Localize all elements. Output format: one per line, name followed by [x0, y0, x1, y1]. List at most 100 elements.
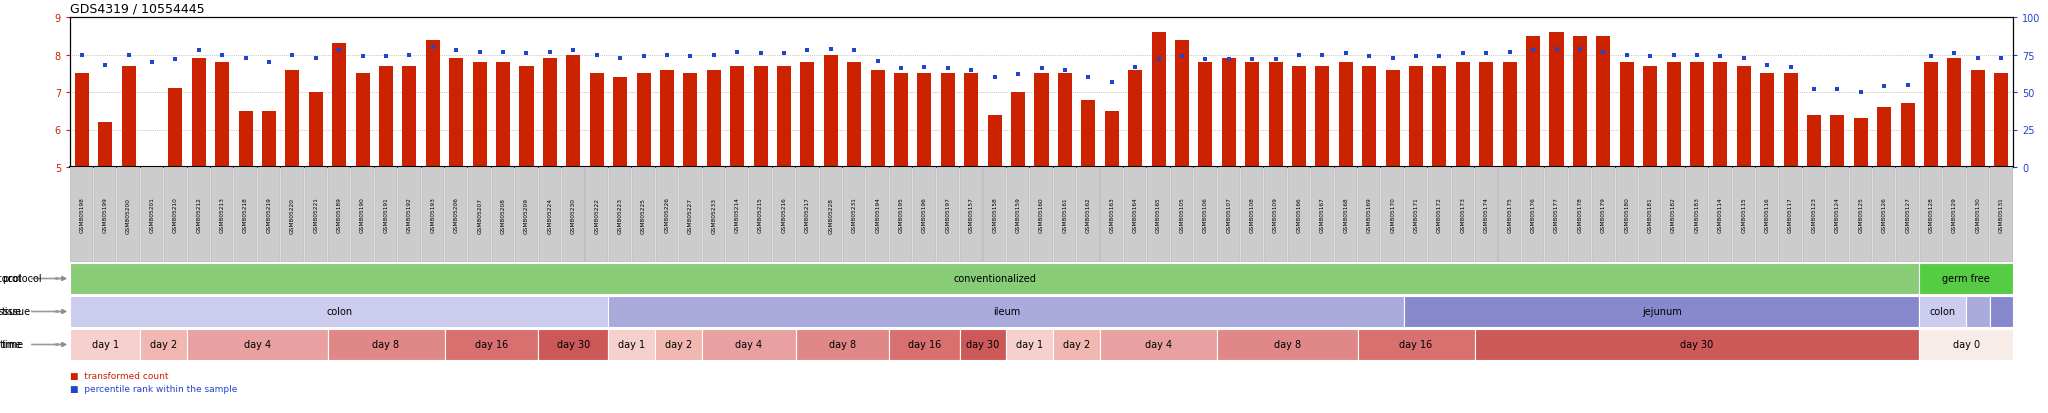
Bar	[309, 93, 324, 168]
Bar	[940, 74, 954, 168]
Bar	[1923, 63, 1937, 168]
Bar	[936, 168, 958, 262]
Point	[1096, 79, 1128, 85]
Bar	[98, 123, 113, 168]
Bar	[1710, 168, 1733, 262]
Bar	[520, 66, 535, 168]
Text: GSM805160: GSM805160	[1038, 197, 1044, 233]
Bar	[1219, 168, 1239, 262]
Text: GSM805106: GSM805106	[1202, 197, 1208, 233]
Point	[1634, 54, 1667, 60]
Text: GSM805177: GSM805177	[1554, 197, 1559, 233]
Bar	[188, 168, 211, 262]
Bar	[702, 168, 725, 262]
Point	[1307, 52, 1339, 59]
Bar	[539, 329, 608, 360]
Bar	[1948, 59, 1962, 168]
Point	[182, 47, 215, 54]
Bar	[186, 329, 328, 360]
Bar	[561, 168, 584, 262]
Bar	[1405, 168, 1427, 262]
Bar	[1663, 168, 1686, 262]
Bar	[1733, 168, 1755, 262]
Text: GSM805173: GSM805173	[1460, 197, 1466, 233]
Text: GSM805220: GSM805220	[291, 197, 295, 233]
Point	[1118, 64, 1151, 71]
Text: GSM805171: GSM805171	[1413, 197, 1419, 233]
Bar	[1919, 329, 2013, 360]
Bar	[1405, 296, 1919, 327]
Text: GSM805178: GSM805178	[1577, 197, 1583, 233]
Text: GSM805169: GSM805169	[1366, 197, 1372, 233]
Bar	[328, 329, 444, 360]
Text: GSM805127: GSM805127	[1905, 197, 1911, 233]
Text: day 30: day 30	[967, 339, 999, 350]
Bar	[375, 168, 397, 262]
Bar	[305, 168, 328, 262]
Point	[1845, 90, 1878, 96]
Bar	[1991, 168, 2013, 262]
Text: GSM805197: GSM805197	[946, 197, 950, 233]
Text: GSM805225: GSM805225	[641, 197, 645, 233]
Bar	[797, 329, 889, 360]
Text: GSM805218: GSM805218	[244, 197, 248, 233]
Text: day 4: day 4	[244, 339, 270, 350]
Bar	[1151, 33, 1165, 168]
Text: GSM805183: GSM805183	[1694, 197, 1700, 233]
Point	[979, 74, 1012, 81]
Text: GSM805162: GSM805162	[1085, 197, 1092, 233]
Text: GSM805190: GSM805190	[360, 197, 365, 233]
Bar	[117, 168, 139, 262]
Point	[535, 49, 567, 56]
Bar	[731, 66, 743, 168]
Point	[1681, 52, 1714, 59]
Bar	[1198, 63, 1212, 168]
Bar	[74, 74, 88, 168]
Point	[510, 50, 543, 57]
Bar	[772, 168, 795, 262]
Text: GSM805207: GSM805207	[477, 197, 481, 233]
Point	[698, 52, 731, 59]
Text: GSM805191: GSM805191	[383, 197, 389, 233]
Point	[393, 52, 426, 59]
Bar	[539, 168, 561, 262]
Bar	[637, 74, 651, 168]
Text: GSM805189: GSM805189	[336, 197, 342, 233]
Text: GSM805105: GSM805105	[1180, 197, 1184, 233]
Text: day 2: day 2	[666, 339, 692, 350]
Point	[1518, 47, 1550, 54]
Point	[627, 54, 659, 60]
Bar	[586, 168, 608, 262]
Point	[932, 66, 965, 72]
Text: GSM805157: GSM805157	[969, 197, 973, 233]
Point	[1493, 49, 1526, 56]
Bar	[987, 115, 1001, 168]
Bar	[1831, 115, 1845, 168]
Text: GSM805180: GSM805180	[1624, 197, 1630, 233]
Text: GSM805200: GSM805200	[127, 197, 131, 233]
Bar	[1759, 74, 1774, 168]
Text: day 16: day 16	[1399, 339, 1434, 350]
Bar	[889, 329, 961, 360]
Point	[66, 52, 98, 59]
Point	[1890, 82, 1923, 89]
Bar	[1059, 74, 1071, 168]
Text: GSM805224: GSM805224	[547, 197, 553, 233]
Point	[1026, 66, 1059, 72]
Bar	[1642, 66, 1657, 168]
Bar	[332, 44, 346, 168]
Point	[1915, 54, 1948, 60]
Bar	[1919, 296, 1966, 327]
Bar	[238, 112, 252, 168]
Point	[907, 64, 940, 71]
Text: day 4: day 4	[1145, 339, 1171, 350]
Bar	[1147, 168, 1169, 262]
Bar	[750, 168, 772, 262]
Text: GSM805181: GSM805181	[1649, 197, 1653, 233]
Text: GSM805206: GSM805206	[455, 197, 459, 233]
Bar	[1245, 63, 1260, 168]
Bar	[608, 296, 1405, 327]
Bar	[1849, 168, 1872, 262]
Text: GSM805227: GSM805227	[688, 197, 692, 233]
Bar	[1264, 168, 1286, 262]
